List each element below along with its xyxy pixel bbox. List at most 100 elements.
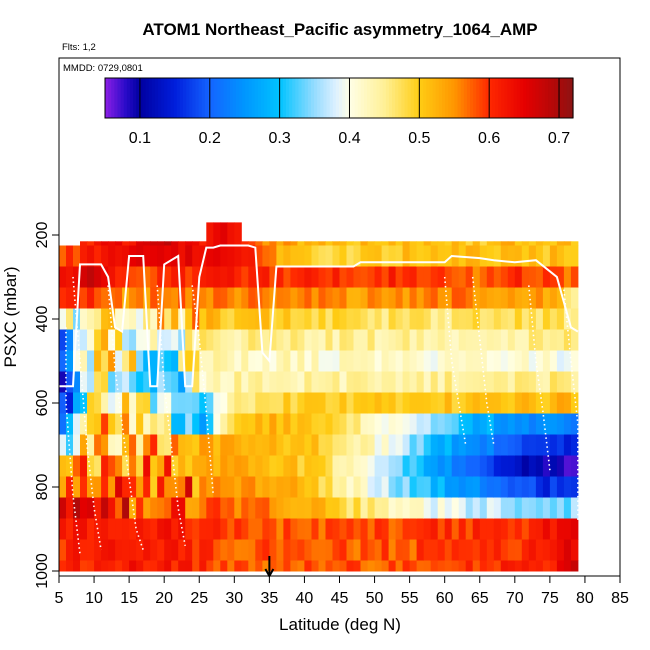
heatmap-cell — [164, 308, 172, 330]
colorbar-tick-label: 0.1 — [129, 130, 151, 147]
heatmap-cell — [493, 434, 502, 456]
heatmap-cell — [528, 539, 537, 561]
heatmap-cell — [549, 476, 558, 498]
heatmap-cell — [332, 371, 340, 393]
heatmap-cell — [290, 518, 298, 540]
heatmap-cell — [374, 413, 383, 435]
heatmap-cell — [409, 455, 418, 477]
heatmap-cell — [325, 476, 333, 498]
heatmap-cell — [339, 371, 347, 393]
heatmap-cell — [402, 518, 411, 540]
colorbar-segment — [367, 78, 371, 118]
heatmap-cell — [563, 350, 572, 372]
heatmap-cell — [346, 241, 354, 246]
heatmap-cell — [479, 350, 488, 372]
heatmap-cell — [164, 476, 172, 498]
heatmap-cell — [556, 518, 565, 540]
heatmap-cell — [430, 287, 439, 309]
heatmap-cell — [346, 245, 354, 267]
heatmap-cell — [444, 518, 453, 540]
colorbar-segment — [519, 78, 524, 118]
heatmap-cell — [234, 222, 242, 246]
heatmap-cell — [472, 413, 481, 435]
heatmap-cell — [395, 497, 404, 519]
heatmap-cell — [87, 308, 95, 330]
heatmap-cell — [241, 434, 249, 456]
heatmap-cell — [80, 560, 88, 572]
heatmap-cell — [556, 287, 565, 309]
heatmap-cell — [178, 539, 186, 561]
heatmap-cell — [241, 329, 249, 351]
heatmap-cell — [402, 371, 411, 393]
heatmap-cell — [339, 434, 347, 456]
heatmap-cell — [493, 287, 502, 309]
heatmap-cell — [430, 497, 439, 519]
heatmap-cell — [199, 560, 207, 572]
y-tick-label: 400 — [34, 306, 51, 333]
heatmap-cell — [570, 308, 579, 330]
heatmap-cell — [381, 350, 390, 372]
heatmap-cell — [164, 392, 172, 414]
heatmap-cell — [388, 245, 397, 267]
colorbar-segment — [345, 78, 349, 118]
heatmap-cell — [143, 560, 151, 572]
heatmap-cell — [234, 266, 242, 288]
heatmap-cell — [108, 329, 116, 351]
heatmap-cell — [150, 266, 158, 288]
colorbar-segment — [488, 78, 493, 118]
heatmap-cell — [367, 560, 376, 572]
heatmap-cell — [325, 287, 333, 309]
heatmap-cell — [542, 329, 551, 351]
heatmap-cell — [500, 350, 509, 372]
heatmap-cell — [549, 497, 558, 519]
heatmap-cell — [115, 497, 123, 519]
heatmap-cell — [171, 241, 179, 246]
heatmap-cell — [423, 413, 432, 435]
heatmap-cell — [556, 560, 565, 572]
heatmap-cell — [290, 476, 298, 498]
heatmap-cell — [276, 455, 284, 477]
heatmap-cell — [171, 455, 179, 477]
heatmap-cell — [269, 476, 277, 498]
colorbar-tick-label: 0.7 — [548, 130, 570, 147]
chart-title: ATOM1 Northeast_Pacific asymmetry_1064_A… — [142, 20, 537, 39]
heatmap-cell — [136, 518, 144, 540]
heatmap-cell — [311, 392, 319, 414]
heatmap-cell — [241, 455, 249, 477]
heatmap-cell — [416, 497, 425, 519]
heatmap-cell — [346, 455, 354, 477]
heatmap-cell — [451, 350, 460, 372]
heatmap-cell — [101, 245, 109, 267]
heatmap-cell — [521, 329, 530, 351]
heatmap-cell — [374, 518, 383, 540]
heatmap-cell — [283, 455, 291, 477]
heatmap-cell — [535, 329, 544, 351]
heatmap-cell — [220, 539, 228, 561]
heatmap-cell — [535, 245, 544, 267]
heatmap-cell — [549, 241, 558, 246]
heatmap-cell — [227, 308, 235, 330]
colorbar-segment — [548, 78, 552, 118]
heatmap-cell — [136, 266, 144, 288]
heatmap-cell — [528, 518, 537, 540]
colorbar-segment — [148, 78, 153, 118]
heatmap-cell — [381, 539, 390, 561]
heatmap-cell — [430, 245, 439, 267]
heatmap-cell — [59, 497, 67, 519]
heatmap-cell — [220, 455, 228, 477]
colorbar-segment — [204, 78, 209, 118]
heatmap-cell — [185, 518, 193, 540]
heatmap-cell — [136, 287, 144, 309]
heatmap-cell — [290, 308, 298, 330]
heatmap-cell — [129, 560, 137, 572]
heatmap-cell — [556, 241, 565, 246]
heatmap-cell — [227, 266, 235, 288]
heatmap-cell — [318, 476, 326, 498]
heatmap-cell — [451, 518, 460, 540]
heatmap-cell — [472, 245, 481, 267]
heatmap-cell — [255, 497, 263, 519]
heatmap-cell — [122, 434, 130, 456]
colorbar-segment — [173, 78, 178, 118]
heatmap-cell — [514, 350, 523, 372]
heatmap-cell — [535, 560, 544, 572]
